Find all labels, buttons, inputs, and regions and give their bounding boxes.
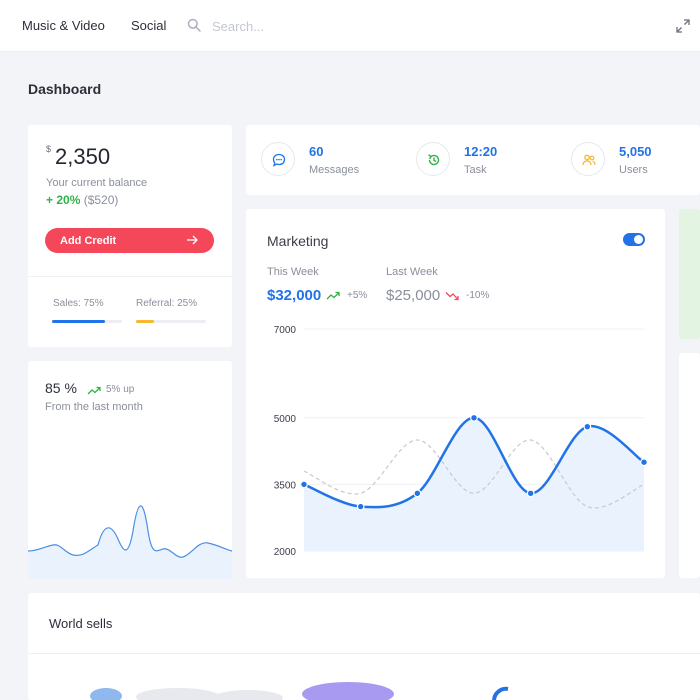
data-point [300,480,308,489]
growth-value: 85 % [45,380,77,396]
growth-sparkline [28,505,232,579]
expand-icon[interactable] [676,19,690,33]
sparkline-line [28,505,232,558]
stats-card: 60 Messages 12:20 Task 5,050 Users [246,125,700,195]
trending-up-icon [326,291,340,300]
toggle-knob [634,235,643,244]
sparkline-area [28,505,232,579]
top-bar: Music & Video Social [0,0,700,52]
last-week-change: -10% [466,290,490,301]
stat-icon-wrap [416,142,450,176]
nav-link-social[interactable]: Social [131,18,167,33]
series-area-this-week [304,417,644,551]
this-week-value: $32,000 [267,287,322,304]
chat-icon [272,153,286,167]
balance-label: Your current balance [46,177,148,189]
map-region-atlantic [136,688,220,700]
partial-card-green [679,209,700,339]
last-week-value: $25,000 [386,287,441,304]
growth-change: 5% up [106,384,135,395]
stat-label: Messages [309,164,360,176]
add-credit-label: Add Credit [60,234,117,247]
history-icon [428,154,440,166]
stat-icon-wrap [571,142,605,176]
map-region-north-america [90,688,122,700]
data-point [413,489,422,498]
world-map [90,682,509,700]
search-input[interactable] [212,15,362,37]
marketing-toggle[interactable] [623,233,645,246]
currency-symbol: $ [46,144,52,154]
page-title: Dashboard [28,81,102,97]
last-week-label: Last Week [386,266,438,278]
divider [28,276,232,277]
y-tick-label: 7000 [274,325,297,336]
trending-down-icon [445,292,459,301]
stat-value: 60 [309,144,324,159]
balance-change-percent: + 20% [46,193,81,207]
stat-label: Task [464,164,487,176]
balance-card: $ 2,350 Your current balance + 20% ($520… [28,125,232,347]
marketing-title: Marketing [267,233,329,249]
users-icon [582,154,596,166]
sales-progress [52,320,122,323]
stat-label: Users [619,164,648,176]
balance-amount: 2,350 [55,144,111,169]
marketing-card: Marketing This Week $32,000 +5% Last Wee… [246,209,665,578]
y-tick-label: 3500 [274,480,297,491]
sales-label: Sales: 75% [53,298,104,309]
world-sells-title: World sells [49,616,113,631]
map-region-asia [302,682,394,700]
data-point [583,422,592,431]
this-week-change: +5% [347,290,368,301]
referral-progress [136,320,206,323]
stat-icon-wrap [261,142,295,176]
search-icon[interactable] [187,18,201,32]
balance-change: + 20% ($520) [46,193,118,207]
data-point [640,458,648,467]
arrow-right-icon [187,235,198,245]
stat-value: 12:20 [464,144,498,159]
growth-card: 85 % 5% up From the last month [28,361,232,579]
y-tick-label: 2000 [274,547,297,558]
referral-label: Referral: 25% [136,298,198,309]
partial-card [679,353,700,578]
stat-value: 5,050 [619,144,652,159]
donut-segment [492,686,509,700]
sales-progress-fill [52,320,105,323]
data-point [470,413,478,422]
this-week-label: This Week [267,266,319,278]
trending-up-icon [87,386,101,395]
data-point [356,502,365,511]
balance-change-amount: ($520) [83,193,119,207]
referral-progress-fill [136,320,154,323]
y-tick-label: 5000 [274,414,297,425]
world-sells-card: World sells [28,593,700,700]
nav-link-music-video[interactable]: Music & Video [22,18,105,33]
map-region-europe [213,690,283,700]
divider [28,653,700,654]
growth-label: From the last month [45,401,143,413]
marketing-chart: 2000 3500 5000 7000 [274,325,648,558]
add-credit-button[interactable]: Add Credit [45,228,214,253]
data-point [526,489,535,498]
